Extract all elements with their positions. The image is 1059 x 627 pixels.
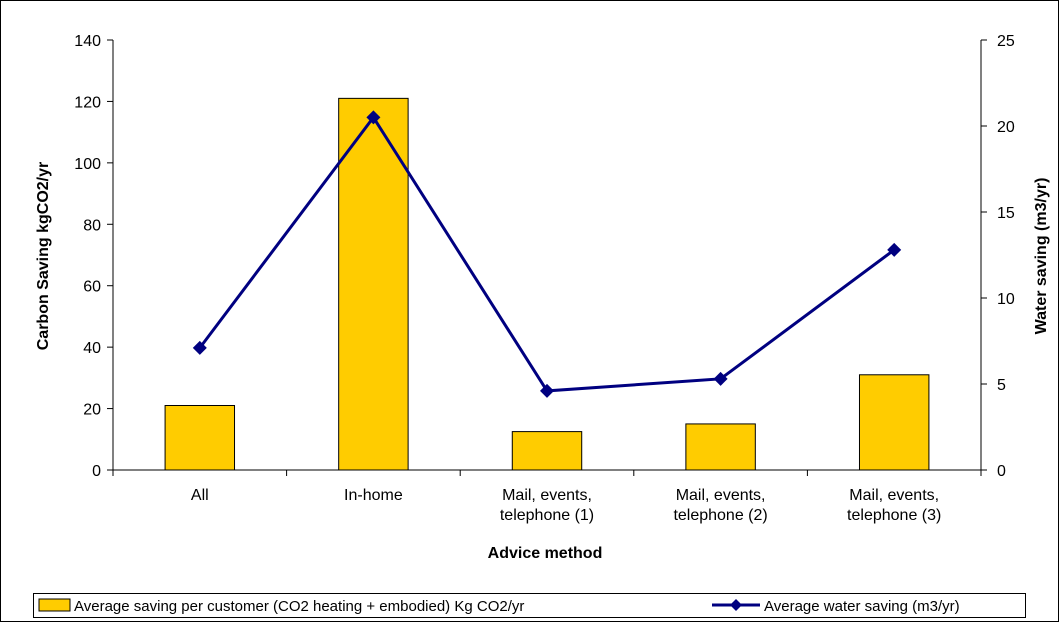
line-point — [887, 242, 902, 257]
line-point — [713, 371, 728, 386]
legend-line-marker — [730, 599, 742, 611]
line-point — [192, 340, 207, 355]
y2-axis-title: Water saving (m3/yr) — [1033, 178, 1050, 335]
bar — [685, 423, 756, 471]
x-tick-label: telephone (3) — [847, 507, 941, 524]
bar — [164, 405, 236, 471]
x-axis-title: Advice method — [488, 545, 603, 562]
x-tick-label: Mail, events, — [502, 487, 592, 504]
bar — [338, 97, 409, 471]
legend-box — [33, 593, 1026, 618]
y-tick-label: 80 — [83, 217, 101, 234]
bar — [511, 431, 583, 471]
x-tick-label: In-home — [344, 487, 403, 504]
y2-tick-label: 5 — [997, 377, 1006, 394]
x-tick-label: Mail, events, — [849, 487, 939, 504]
y-tick-label: 0 — [92, 463, 101, 480]
y-tick-label: 60 — [83, 279, 101, 296]
y2-tick-label: 15 — [997, 205, 1015, 222]
line-point — [366, 110, 381, 125]
x-tick-label: Mail, events, — [676, 487, 766, 504]
line-point — [540, 383, 554, 398]
x-tick-label: telephone (2) — [673, 507, 767, 524]
y2-tick-label: 0 — [997, 463, 1006, 480]
y2-tick-label: 20 — [997, 119, 1015, 136]
y-tick-label: 40 — [83, 340, 101, 357]
bar — [858, 374, 930, 471]
y-tick-label: 120 — [74, 94, 101, 111]
y-tick-label: 100 — [74, 156, 101, 173]
x-tick-label: telephone (1) — [500, 507, 594, 524]
legend-bar-label: Average saving per customer (CO2 heating… — [74, 598, 524, 615]
y-tick-label: 140 — [74, 33, 101, 50]
legend-bar-swatch — [38, 598, 71, 612]
x-tick-label: All — [191, 487, 209, 504]
y-tick-label: 20 — [83, 402, 101, 419]
y2-tick-label: 10 — [997, 291, 1015, 308]
legend-line-label: Average water saving (m3/yr) — [764, 598, 960, 615]
legend: Average saving per customer (CO2 heating… — [33, 593, 1026, 618]
y2-tick-label: 25 — [997, 33, 1015, 50]
y-axis-title: Carbon Saving kgCO2/yr — [35, 162, 52, 351]
